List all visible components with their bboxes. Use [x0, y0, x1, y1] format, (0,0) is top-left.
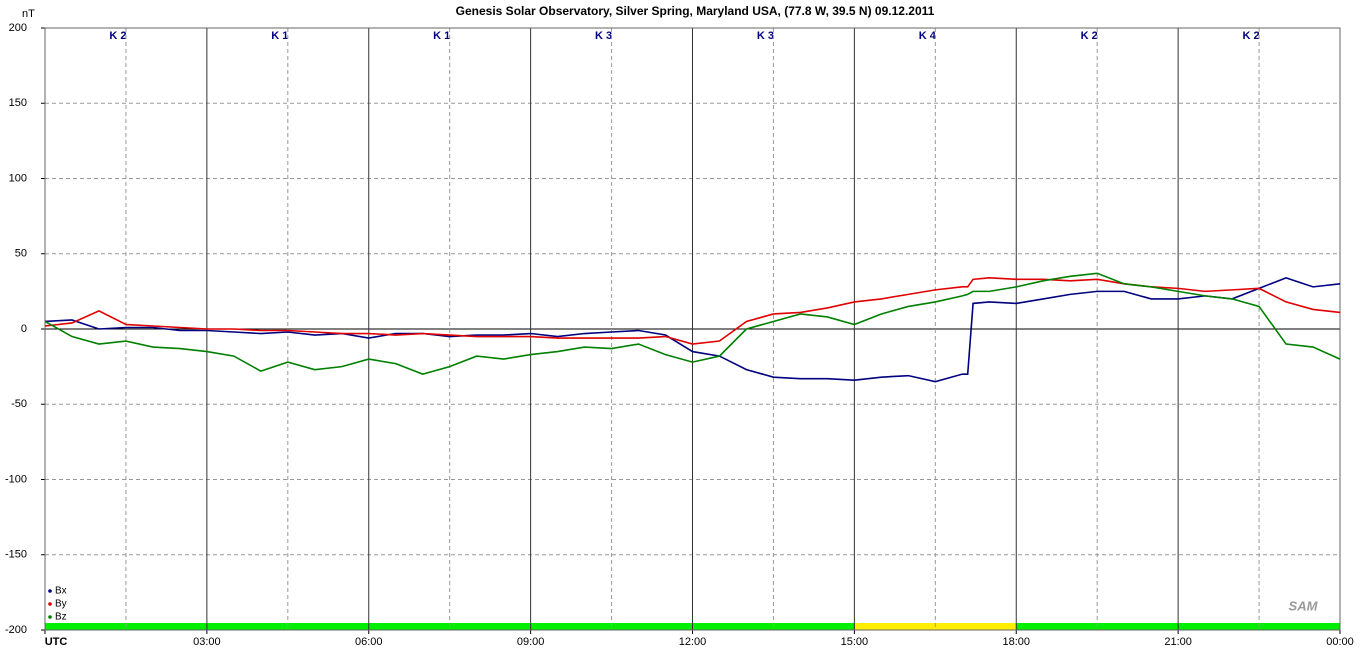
x-tick-label: UTC [45, 636, 68, 648]
x-tick-label: 09:00 [517, 636, 545, 648]
x-tick-label: 00:00 [1326, 636, 1354, 648]
series-line [44, 277, 1341, 345]
x-tick-label: 06:00 [355, 636, 383, 648]
y-tick-label: -200 [5, 624, 27, 636]
k-label: K 3 [595, 30, 612, 42]
x-tick-label: 21:00 [1164, 636, 1192, 648]
k-label: K 3 [757, 30, 774, 42]
x-tick-label: 03:00 [193, 636, 221, 648]
series-line [44, 272, 1341, 375]
k-label: K 4 [919, 30, 937, 42]
x-tick-label: 15:00 [841, 636, 869, 648]
x-tick-label: 12:00 [679, 636, 707, 648]
legend-marker [48, 589, 52, 593]
logo: SAM [1289, 598, 1319, 613]
k-label: K 2 [1243, 30, 1260, 42]
y-tick-label: -150 [5, 549, 27, 561]
legend-marker [48, 615, 52, 619]
y-tick-label: 50 [15, 248, 27, 260]
legend-label: By [55, 599, 67, 610]
k-label: K 1 [271, 30, 288, 42]
y-tick-label: 0 [21, 323, 27, 335]
y-tick-label: 100 [9, 172, 27, 184]
plot-border [44, 27, 1341, 631]
y-tick-label: 150 [9, 97, 27, 109]
chart-title: Genesis Solar Observatory, Silver Spring… [456, 4, 935, 18]
y-tick-label: -50 [11, 398, 27, 410]
k-label: K 2 [1081, 30, 1098, 42]
legend-marker [48, 602, 52, 606]
y-axis-label: nT [22, 8, 35, 20]
x-tick-label: 18:00 [1002, 636, 1030, 648]
y-tick-label: 200 [9, 22, 27, 34]
legend-label: Bz [55, 612, 67, 623]
legend-label: Bx [55, 586, 67, 597]
k-label: K 1 [433, 30, 450, 42]
k-label: K 2 [109, 30, 126, 42]
y-tick-label: -100 [5, 473, 27, 485]
